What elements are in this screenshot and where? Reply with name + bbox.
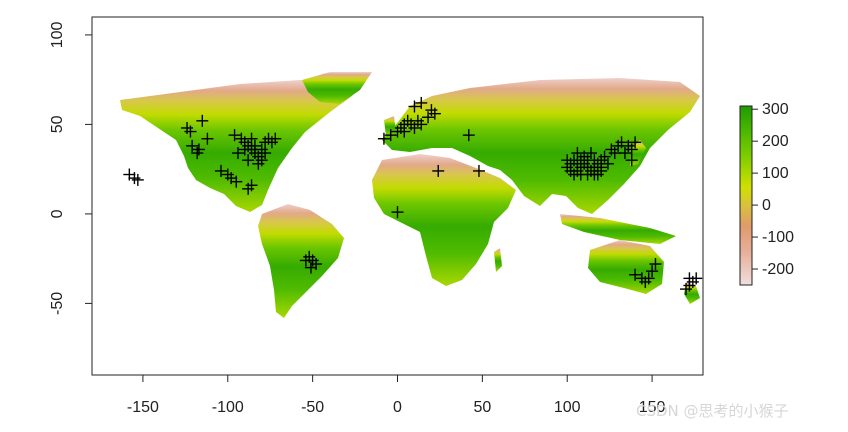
colorbar-tick-label: -200: [762, 261, 794, 278]
occurrence-marker: [629, 136, 642, 149]
occurrence-marker: [238, 143, 251, 156]
eurasia: [382, 78, 700, 214]
colorbar-tick-label: 0: [762, 197, 771, 214]
occurrence-marker: [561, 154, 574, 167]
north-america: [120, 80, 360, 212]
occurrence-marker: [415, 118, 428, 131]
x-tick-label: 100: [554, 399, 581, 416]
occurrence-marker: [588, 168, 601, 181]
occurrence-marker: [259, 147, 272, 160]
occurrence-marker: [228, 129, 241, 142]
x-tick-label: -50: [301, 399, 324, 416]
occurrence-marker: [398, 125, 411, 138]
occurrence-marker: [201, 132, 214, 145]
occurrence-marker: [615, 136, 628, 149]
occurrence-marker: [584, 147, 597, 160]
occurrence-marker: [196, 114, 209, 127]
land-raster: [120, 72, 700, 318]
occurrence-marker: [184, 125, 197, 138]
occurrence-marker: [646, 265, 659, 278]
x-tick-label: 0: [393, 399, 402, 416]
occurrence-marker: [588, 154, 601, 167]
occurrence-marker: [625, 154, 638, 167]
occurrence-marker: [231, 147, 244, 160]
occurrence-marker: [571, 147, 584, 160]
occurrence-marker: [304, 261, 317, 274]
y-tick-label: 100: [49, 21, 66, 48]
occurrence-marker: [415, 96, 428, 109]
new-zealand: [684, 282, 700, 304]
occurrence-marker: [269, 132, 282, 145]
occurrence-marker: [472, 164, 485, 177]
occurrence-marker: [377, 132, 390, 145]
occurrence-marker: [252, 157, 265, 170]
occurrence-marker: [649, 258, 662, 271]
y-tick-label: 50: [49, 115, 66, 133]
occurrence-marker: [408, 121, 421, 134]
x-tick-label: -100: [212, 399, 244, 416]
y-axis: -50 0 50 100: [49, 21, 92, 315]
occurrence-marker: [384, 129, 397, 142]
greenland: [302, 72, 372, 104]
colorbar-gradient: [739, 105, 753, 286]
occurrence-marker: [408, 100, 421, 113]
colorbar-tick-label: -100: [762, 229, 794, 246]
x-tick-label: 150: [639, 399, 666, 416]
occurrence-marker: [608, 147, 621, 160]
occurrence-marker: [391, 206, 404, 219]
occurrence-marker: [230, 175, 243, 188]
occurrence-marker: [618, 147, 631, 160]
x-tick-label: 50: [473, 399, 491, 416]
occurrence-markers: [123, 96, 703, 296]
occurrence-marker: [428, 107, 441, 120]
occurrence-marker: [192, 143, 205, 156]
occurrence-marker: [214, 164, 227, 177]
africa: [372, 154, 516, 286]
occurrence-marker: [571, 157, 584, 170]
colorbar-tick-label: 200: [762, 133, 789, 150]
colorbar-ticks: 300 200 100 0 -100 -200: [752, 101, 794, 278]
occurrence-marker: [581, 161, 594, 174]
madagascar: [494, 248, 502, 272]
indonesia: [560, 214, 676, 244]
y-tick-label: 0: [49, 209, 66, 218]
occurrence-marker: [248, 139, 261, 152]
occurrence-marker: [683, 272, 696, 285]
x-tick-label: -150: [127, 399, 159, 416]
occurrence-marker: [642, 272, 655, 285]
watermark-text: CSDN @思考的小猴子: [636, 402, 789, 420]
occurrence-marker: [595, 164, 608, 177]
occurrence-marker: [564, 164, 577, 177]
occurrence-marker: [601, 157, 614, 170]
colorbar-tick-label: 100: [762, 165, 789, 182]
occurrence-marker: [422, 111, 435, 124]
occurrence-marker: [131, 173, 144, 186]
occurrence-marker: [625, 143, 638, 156]
colorbar: 300 200 100 0 -100 -200: [739, 101, 794, 286]
colorbar-tick-label: 300: [762, 101, 789, 118]
occurrence-marker: [680, 283, 693, 296]
occurrence-marker: [598, 150, 611, 163]
occurrence-marker: [432, 164, 445, 177]
occurrence-marker: [245, 132, 258, 145]
x-axis: -150 -100 -50 0 50 100 150: [127, 375, 666, 416]
y-tick-label: -50: [49, 292, 66, 315]
occurrence-marker: [186, 139, 199, 152]
occurrence-marker: [629, 268, 642, 281]
occurrence-marker: [245, 179, 258, 192]
occurrence-marker: [299, 254, 312, 267]
occurrence-marker: [242, 154, 255, 167]
occurrence-marker: [462, 129, 475, 142]
